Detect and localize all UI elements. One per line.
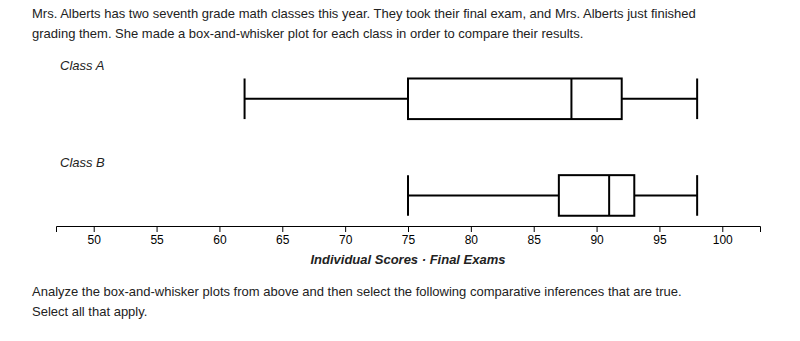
title-line: Mrs. Alberts has two seventh grade math … — [32, 6, 696, 21]
box — [559, 175, 634, 216]
x-tick-mark — [534, 226, 535, 232]
x-axis-line — [57, 227, 761, 233]
x-tick-label: 60 — [213, 233, 227, 247]
x-tick-label: 100 — [713, 233, 733, 247]
box-plot — [408, 175, 697, 216]
x-tick-mark — [345, 226, 346, 232]
x-tick-mark — [282, 226, 283, 232]
box — [408, 78, 622, 119]
whisker-cap-low — [244, 78, 246, 119]
x-tick: 50 — [88, 226, 102, 247]
whisker-cap-high — [696, 78, 698, 119]
x-tick: 90 — [590, 226, 604, 247]
x-tick-mark — [408, 226, 409, 232]
footer-text-line: Analyze the box-and-whisker plots from a… — [32, 284, 682, 299]
x-tick-label: 95 — [653, 233, 667, 247]
box-label: Class A — [60, 58, 104, 73]
box-labels: Class A Class B — [60, 58, 105, 170]
x-tick-label: 85 — [528, 233, 542, 247]
x-axis-title: Individual Scores · Final Exams — [310, 252, 505, 267]
median — [608, 175, 610, 216]
x-tick-label: 50 — [88, 233, 102, 247]
x-tick-label: 80 — [465, 233, 479, 247]
whisker-cap-low — [407, 175, 409, 216]
x-axis: 50 55 60 65 70 75 80 85 90 95 100 — [57, 226, 761, 247]
whisker-low — [408, 194, 559, 196]
x-tick: 80 — [465, 226, 479, 247]
x-tick-label: 75 — [402, 233, 416, 247]
footer-text-line: Select all that apply. — [32, 304, 147, 319]
x-tick: 85 — [528, 226, 542, 247]
x-tick-mark — [157, 226, 158, 232]
x-tick-mark — [219, 226, 220, 232]
x-tick: 75 — [402, 226, 416, 247]
x-tick-mark — [722, 226, 723, 232]
x-tick-mark — [659, 226, 660, 232]
x-tick: 55 — [150, 226, 164, 247]
x-tick-label: 90 — [590, 233, 604, 247]
x-tick-mark — [94, 226, 95, 232]
footer-text: Analyze the box-and-whisker plots from a… — [32, 284, 682, 319]
box-plot — [245, 78, 698, 119]
box-label: Class B — [60, 155, 105, 170]
title-line: grading them. She made a box-and-whisker… — [32, 26, 583, 41]
x-tick: 70 — [339, 226, 353, 247]
x-tick: 95 — [653, 226, 667, 247]
median — [570, 78, 572, 119]
x-tick-mark — [597, 226, 598, 232]
whisker-high — [622, 98, 697, 100]
x-tick-mark — [471, 226, 472, 232]
x-tick: 100 — [713, 226, 733, 247]
whisker-low — [245, 98, 408, 100]
chart: Mrs. Alberts has two seventh grade math … — [0, 0, 800, 341]
x-tick-label: 70 — [339, 233, 353, 247]
boxes — [245, 78, 698, 215]
x-tick: 65 — [276, 226, 290, 247]
whisker-cap-high — [696, 175, 698, 216]
x-tick-label: 65 — [276, 233, 290, 247]
whisker-high — [634, 194, 697, 196]
x-tick-label: 55 — [150, 233, 164, 247]
x-tick: 60 — [213, 226, 227, 247]
title: Mrs. Alberts has two seventh grade math … — [32, 6, 696, 41]
